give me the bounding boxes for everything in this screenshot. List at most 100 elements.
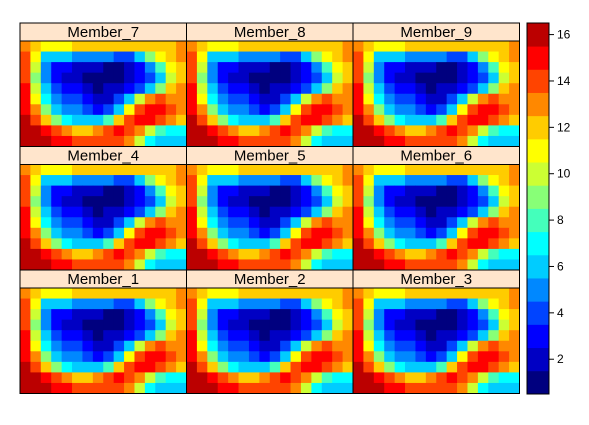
heatmap-cell: [92, 114, 104, 126]
heatmap-cell: [72, 135, 83, 147]
heatmap-cell: [467, 175, 479, 186]
heatmap-cell: [124, 196, 135, 208]
panel-frame: [352, 269, 520, 394]
heatmap-cell: [300, 319, 312, 331]
heatmap-cell: [144, 238, 156, 250]
heatmap-cell: [124, 93, 135, 105]
heatmap-cell: [103, 185, 115, 197]
heatmap-cell: [405, 238, 416, 250]
heatmap-cell: [457, 340, 468, 352]
heatmap-cell: [155, 372, 167, 384]
heatmap-cell: [373, 114, 385, 126]
heatmap-cell: [82, 185, 94, 197]
heatmap-cell: [61, 114, 73, 126]
heatmap-cell: [186, 248, 198, 260]
heatmap-cell: [373, 372, 385, 384]
heatmap-cell: [405, 319, 416, 331]
heatmap-cell: [321, 196, 333, 208]
heatmap-cell: [124, 351, 135, 363]
heatmap-cell: [207, 330, 219, 342]
heatmap-cell: [457, 72, 468, 84]
heatmap-cell: [82, 104, 94, 116]
heatmap-cell: [446, 185, 458, 197]
colorbar-tick-label: 2: [557, 352, 564, 366]
heatmap-cell: [124, 206, 135, 218]
heatmap-cell: [425, 248, 437, 260]
heatmap-cell: [405, 72, 416, 84]
heatmap-cell: [280, 114, 291, 126]
heatmap-cell: [457, 196, 468, 208]
heatmap-cell: [269, 382, 281, 394]
panel-Member_6: Member_6: [352, 146, 520, 271]
heatmap-cell: [280, 164, 291, 176]
heatmap-cell: [113, 104, 125, 116]
heatmap-cell: [467, 196, 479, 208]
heatmap-cell: [269, 41, 281, 52]
heatmap-cell: [477, 288, 489, 299]
heatmap-cell: [436, 93, 448, 105]
heatmap-cell: [280, 382, 291, 394]
heatmap-cell: [498, 217, 510, 229]
heatmap-cell: [394, 361, 406, 373]
heatmap-cell: [51, 248, 63, 260]
heatmap-cell: [457, 62, 468, 74]
heatmap-cell: [446, 298, 458, 310]
heatmap-cell: [217, 51, 229, 63]
heatmap-cell: [436, 164, 448, 176]
heatmap-cell: [51, 206, 63, 218]
heatmap-cell: [321, 382, 333, 394]
heatmap-cell: [342, 185, 354, 197]
heatmap-cell: [217, 93, 229, 105]
heatmap-cell: [144, 361, 156, 373]
heatmap-cell: [20, 227, 31, 239]
heatmap-cell: [238, 340, 250, 352]
heatmap-cell: [238, 135, 250, 147]
heatmap-cell: [425, 83, 437, 95]
panel-Member_4: Member_4: [19, 146, 187, 271]
heatmap-cell: [394, 288, 406, 299]
heatmap-cell: [373, 238, 385, 250]
heatmap-cell: [311, 104, 323, 116]
heatmap-cell: [488, 125, 500, 137]
colorbar-tick-label: 4: [557, 306, 564, 320]
heatmap-cell: [217, 330, 229, 342]
heatmap-cell: [353, 125, 364, 137]
heatmap-cell: [72, 361, 83, 373]
heatmap-cell: [196, 104, 208, 116]
heatmap-cell: [363, 175, 375, 186]
heatmap-cell: [300, 372, 312, 384]
heatmap-cell: [103, 288, 115, 299]
heatmap-cell: [92, 196, 104, 208]
heatmap-cell: [353, 93, 364, 105]
heatmap-cell: [269, 217, 281, 229]
heatmap-cell: [238, 175, 250, 186]
heatmap-cell: [353, 72, 364, 84]
heatmap-cell: [238, 41, 250, 52]
heatmap-cell: [20, 93, 31, 105]
heatmap-cell: [20, 382, 31, 394]
heatmap-cell: [353, 319, 364, 331]
heatmap-cell: [488, 175, 500, 186]
heatmap-cell: [342, 164, 354, 176]
heatmap-cell: [280, 175, 291, 186]
heatmap-cell: [207, 217, 219, 229]
heatmap-cell: [269, 93, 281, 105]
colorbar-segment: [527, 278, 549, 302]
heatmap-cell: [40, 259, 52, 271]
colorbar-tick-label: 12: [557, 120, 571, 134]
heatmap-cell: [290, 51, 302, 63]
heatmap-cell: [196, 309, 208, 321]
heatmap-cell: [113, 185, 125, 197]
heatmap-cell: [51, 217, 63, 229]
heatmap-cell: [124, 41, 135, 52]
heatmap-cell: [186, 227, 198, 239]
heatmap-cell: [82, 309, 94, 321]
heatmap-cell: [82, 93, 94, 105]
heatmap-cell: [477, 330, 489, 342]
heatmap-cell: [394, 206, 406, 218]
heatmap-cell: [321, 185, 333, 197]
heatmap-cell: [384, 298, 396, 310]
heatmap-cell: [509, 185, 520, 197]
heatmap-cell: [457, 227, 468, 239]
